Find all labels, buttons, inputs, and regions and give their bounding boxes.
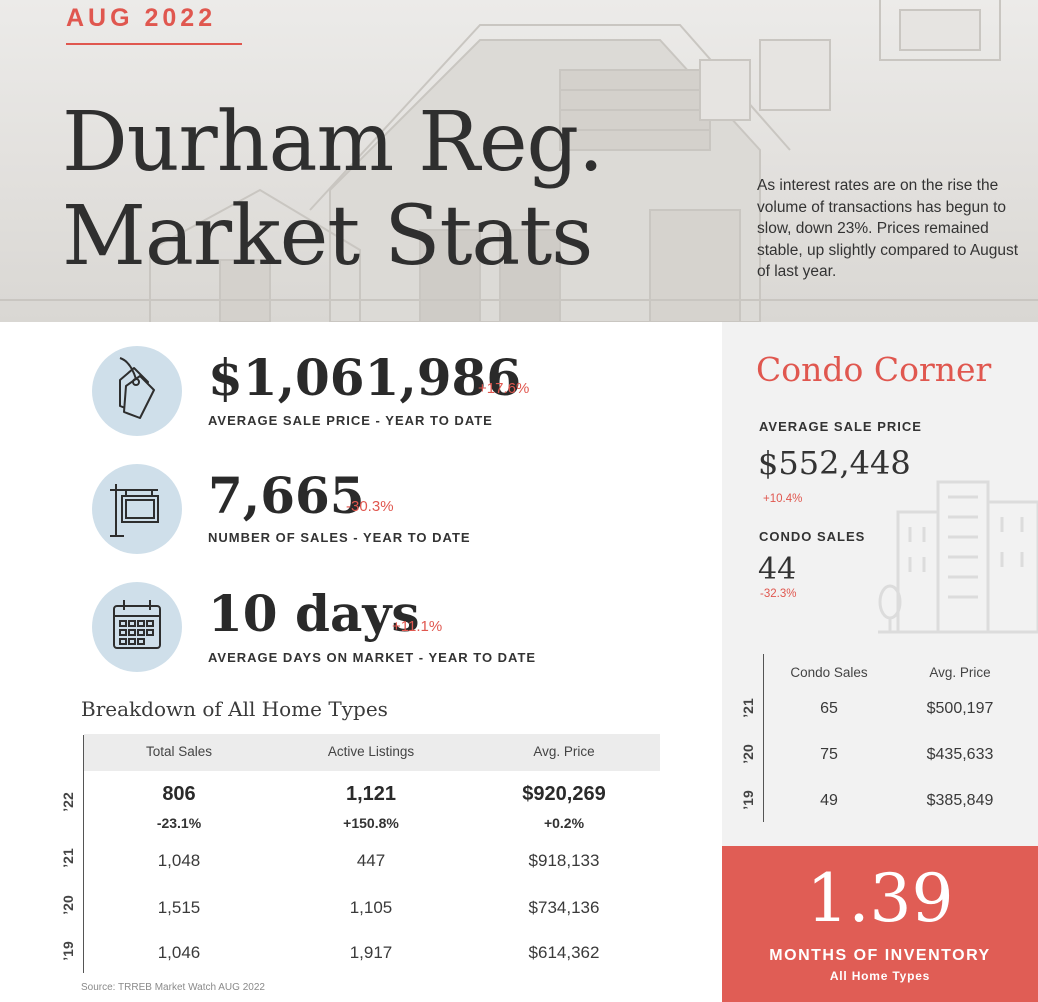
- breakdown-axis-line: [83, 735, 84, 973]
- report-month: AUG 2022: [66, 4, 217, 32]
- column-header: Condo Sales: [790, 665, 868, 680]
- breakdown-header-row: Total Sales Active Listings Avg. Price: [84, 734, 660, 771]
- condo-avg-price-change: +10.4%: [763, 493, 803, 505]
- condo-corner-title: Condo Corner: [756, 350, 992, 389]
- breakdown-title: Breakdown of All Home Types: [81, 697, 388, 721]
- table-cell: 75: [820, 746, 838, 763]
- stat-value: $1,061,986: [208, 348, 522, 407]
- table-cell: $614,362: [528, 943, 600, 962]
- table-cell: 49: [820, 792, 838, 809]
- table-cell-change: -23.1%: [156, 815, 202, 831]
- row-year-label: ’20: [60, 895, 76, 915]
- sale-sign-icon: [110, 484, 159, 537]
- condo-sales-label: CONDO SALES: [759, 529, 866, 544]
- table-cell: 447: [356, 851, 386, 870]
- row-year-label: ’21: [740, 698, 756, 718]
- table-cell: $918,133: [528, 851, 600, 870]
- inventory-value: 1.39: [806, 860, 954, 937]
- hero-banner: AUG 2022 Durham Reg. Market Stats As int…: [0, 0, 1038, 322]
- month-underline: [66, 43, 242, 45]
- building-icon: [878, 480, 1038, 634]
- inventory-sublabel: All Home Types: [829, 969, 931, 983]
- source-note: Source: TRREB Market Watch AUG 2022: [81, 982, 265, 993]
- condo-corner-panel: Condo Corner AVERAGE SALE PRICE $552,448…: [722, 322, 1038, 846]
- table-cell: 1,515: [157, 898, 201, 917]
- column-header: Avg. Price: [533, 744, 595, 759]
- table-cell: 1,105: [349, 898, 393, 917]
- price-tag-icon: [119, 357, 155, 419]
- stat-change: +11.1%: [392, 618, 443, 635]
- table-cell: $500,197: [926, 700, 994, 717]
- row-year-label: ’22: [60, 792, 76, 812]
- table-cell: $734,136: [528, 898, 600, 917]
- stat-value: 7,665: [208, 466, 365, 525]
- inventory-label: MONTHS OF INVENTORY: [769, 947, 991, 964]
- stat-change: +17.6%: [478, 380, 530, 397]
- stat-label: NUMBER OF SALES - YEAR TO DATE: [208, 530, 471, 545]
- column-header: Avg. Price: [929, 665, 991, 680]
- months-of-inventory-panel: 1.39 MONTHS OF INVENTORY All Home Types: [722, 846, 1038, 1002]
- table-cell: $385,849: [926, 792, 994, 809]
- condo-avg-price-value: $552,448: [758, 444, 911, 482]
- stat-value: 10 days: [208, 584, 420, 643]
- house-background-image: [0, 0, 1038, 322]
- table-cell: 1,121: [345, 783, 397, 805]
- table-cell: 1,046: [157, 943, 201, 962]
- table-cell: $920,269: [522, 783, 606, 805]
- table-cell-change: +150.8%: [343, 815, 399, 831]
- condo-avg-price-label: AVERAGE SALE PRICE: [759, 419, 922, 434]
- row-year-label: ’20: [740, 744, 756, 764]
- column-header: Total Sales: [145, 744, 213, 759]
- stat-label: AVERAGE SALE PRICE - YEAR TO DATE: [208, 413, 493, 428]
- table-cell: 65: [820, 700, 838, 717]
- condo-table-axis-line: [763, 654, 764, 822]
- page-title-line-1: Durham Reg.: [62, 95, 604, 190]
- table-cell: 806: [162, 783, 196, 805]
- row-year-label: ’19: [60, 941, 76, 961]
- stat-icon-circle: [92, 346, 182, 436]
- stat-change: -30.3%: [346, 498, 394, 515]
- row-year-label: ’21: [60, 848, 76, 868]
- intro-paragraph: As interest rates are on the rise the vo…: [757, 177, 1019, 280]
- stat-icon-circle: [92, 464, 182, 554]
- stat-label: AVERAGE DAYS ON MARKET - YEAR TO DATE: [208, 650, 537, 665]
- column-header: Active Listings: [327, 744, 415, 759]
- condo-sales-change: -32.3%: [760, 588, 797, 600]
- table-cell: $435,633: [926, 746, 994, 763]
- stat-icon-circle: [92, 582, 182, 672]
- row-year-label: ’19: [740, 790, 756, 810]
- table-cell-change: +0.2%: [543, 815, 585, 831]
- table-cell: 1,048: [157, 851, 201, 870]
- page-title-line-2: Market Stats: [62, 189, 593, 284]
- table-cell: 1,917: [349, 943, 393, 962]
- page-title: Durham Reg. Market Stats: [62, 95, 604, 284]
- calendar-icon: [113, 600, 161, 649]
- condo-sales-value: 44: [758, 552, 797, 587]
